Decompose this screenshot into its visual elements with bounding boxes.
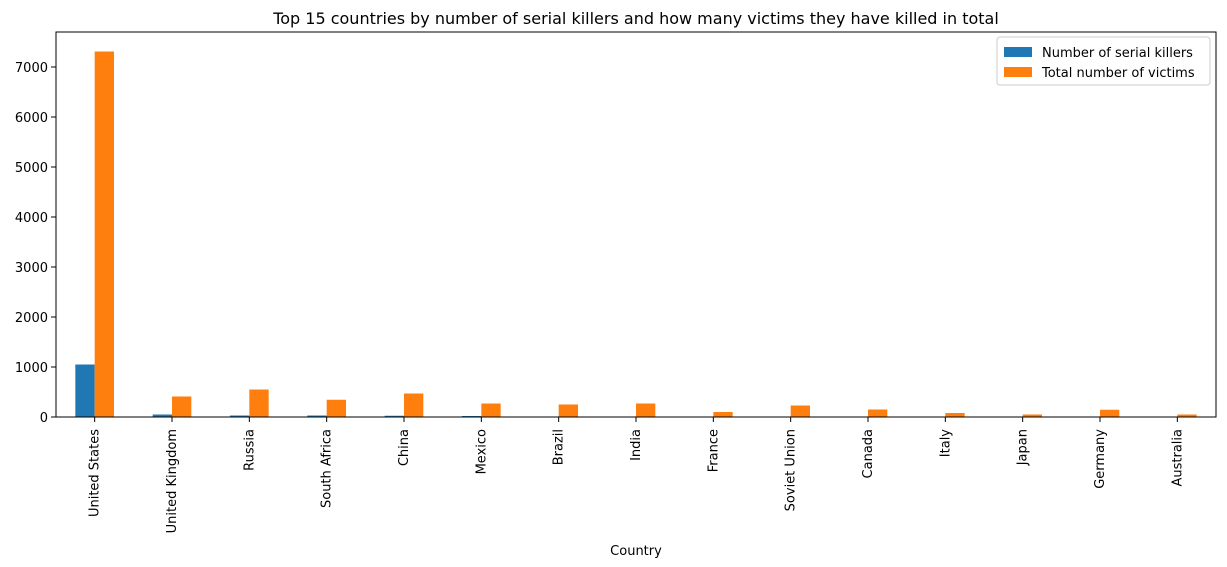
bar-serial-killers [230,415,250,417]
chart-title: Top 15 countries by number of serial kil… [272,9,999,28]
bar-serial-killers [307,415,327,417]
y-tick-label: 6000 [15,111,48,126]
x-tick-label: Russia [242,429,257,471]
x-tick-label: United Kingdom [165,429,180,533]
bar-serial-killers [384,415,404,417]
bar-victims [94,51,114,417]
x-tick-label: Mexico [474,429,489,474]
x-tick-label: Germany [1093,429,1108,489]
y-tick-label: 5000 [15,161,48,176]
x-tick-label: India [629,429,644,461]
y-tick-label: 4000 [15,211,48,226]
bar-victims [1100,409,1120,417]
x-tick-label: Soviet Union [784,429,799,511]
x-tick-label: Italy [938,429,953,458]
plot-area: 0 1000 2000 3000 4000 5000 6000 7000 United Stat… [15,31,1217,533]
y-tick-label: 2000 [15,311,48,326]
y-tick-label: 3000 [15,261,48,276]
bar-victims [326,399,346,417]
x-tick-label: Japan [1016,429,1031,466]
y-tick-label: 7000 [15,61,48,76]
bar-victims [868,409,888,417]
bar-victims [713,412,733,417]
x-tick-label: China [397,429,412,466]
bar-victims [404,393,424,417]
legend-swatch [1004,67,1032,77]
bar-victims [1177,414,1197,417]
axes-frame [55,31,1217,418]
x-tick-label: France [706,429,721,472]
legend-label: Total number of victims [1041,66,1195,81]
y-tick-label: 0 [40,411,48,426]
bar-victims [790,405,810,417]
bar-victims [636,403,656,417]
bar-victims [481,403,501,417]
x-axis-label: Country [610,544,662,559]
legend-swatch [1004,47,1032,57]
bar-victims [558,404,578,417]
x-tick-label: Canada [861,429,876,478]
bar-serial-killers [152,414,172,417]
bar-victims [945,413,965,417]
x-tick-label: Australia [1170,429,1185,487]
x-tick-label: United States [88,429,103,517]
x-tick-label: Brazil [552,429,567,465]
bar-victims [1022,414,1042,417]
x-tick-label: South Africa [320,429,335,508]
bar-serial-killers [75,364,95,417]
y-tick-label: 1000 [15,361,48,376]
bar-victims [172,396,192,417]
legend-frame [996,36,1211,86]
bar-victims [249,389,269,417]
legend-label: Number of serial killers [1042,46,1193,61]
legend: Number of serial killers Total number of … [996,36,1211,86]
